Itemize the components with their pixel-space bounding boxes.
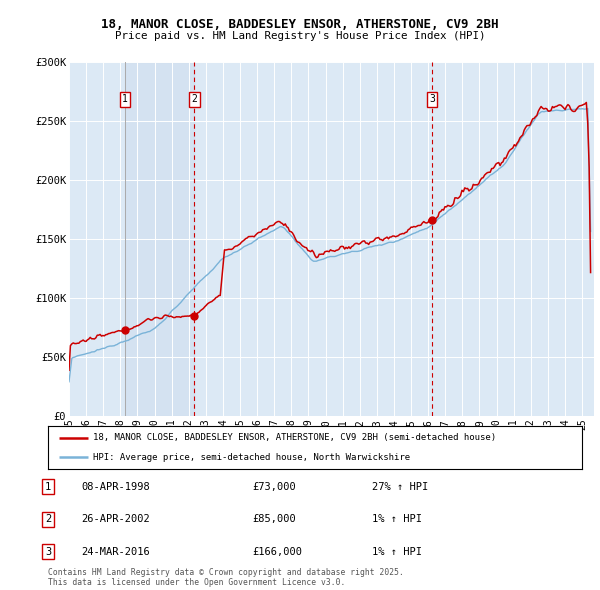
Text: 2: 2 <box>45 514 51 524</box>
Text: 3: 3 <box>45 547 51 556</box>
Text: HPI: Average price, semi-detached house, North Warwickshire: HPI: Average price, semi-detached house,… <box>94 453 410 462</box>
Text: 18, MANOR CLOSE, BADDESLEY ENSOR, ATHERSTONE, CV9 2BH: 18, MANOR CLOSE, BADDESLEY ENSOR, ATHERS… <box>101 18 499 31</box>
Text: £166,000: £166,000 <box>252 547 302 556</box>
Text: 1: 1 <box>45 482 51 491</box>
Text: 18, MANOR CLOSE, BADDESLEY ENSOR, ATHERSTONE, CV9 2BH (semi-detached house): 18, MANOR CLOSE, BADDESLEY ENSOR, ATHERS… <box>94 433 497 442</box>
Text: 3: 3 <box>429 94 435 104</box>
Text: 08-APR-1998: 08-APR-1998 <box>81 482 150 491</box>
Text: 27% ↑ HPI: 27% ↑ HPI <box>372 482 428 491</box>
Text: 1% ↑ HPI: 1% ↑ HPI <box>372 514 422 524</box>
Text: Price paid vs. HM Land Registry's House Price Index (HPI): Price paid vs. HM Land Registry's House … <box>115 31 485 41</box>
Text: Contains HM Land Registry data © Crown copyright and database right 2025.
This d: Contains HM Land Registry data © Crown c… <box>48 568 404 587</box>
Text: 2: 2 <box>191 94 197 104</box>
Text: £73,000: £73,000 <box>252 482 296 491</box>
Bar <box>125 62 194 416</box>
Text: 26-APR-2002: 26-APR-2002 <box>81 514 150 524</box>
Text: 24-MAR-2016: 24-MAR-2016 <box>81 547 150 556</box>
Text: 1% ↑ HPI: 1% ↑ HPI <box>372 547 422 556</box>
Text: £85,000: £85,000 <box>252 514 296 524</box>
Text: 1: 1 <box>122 94 128 104</box>
